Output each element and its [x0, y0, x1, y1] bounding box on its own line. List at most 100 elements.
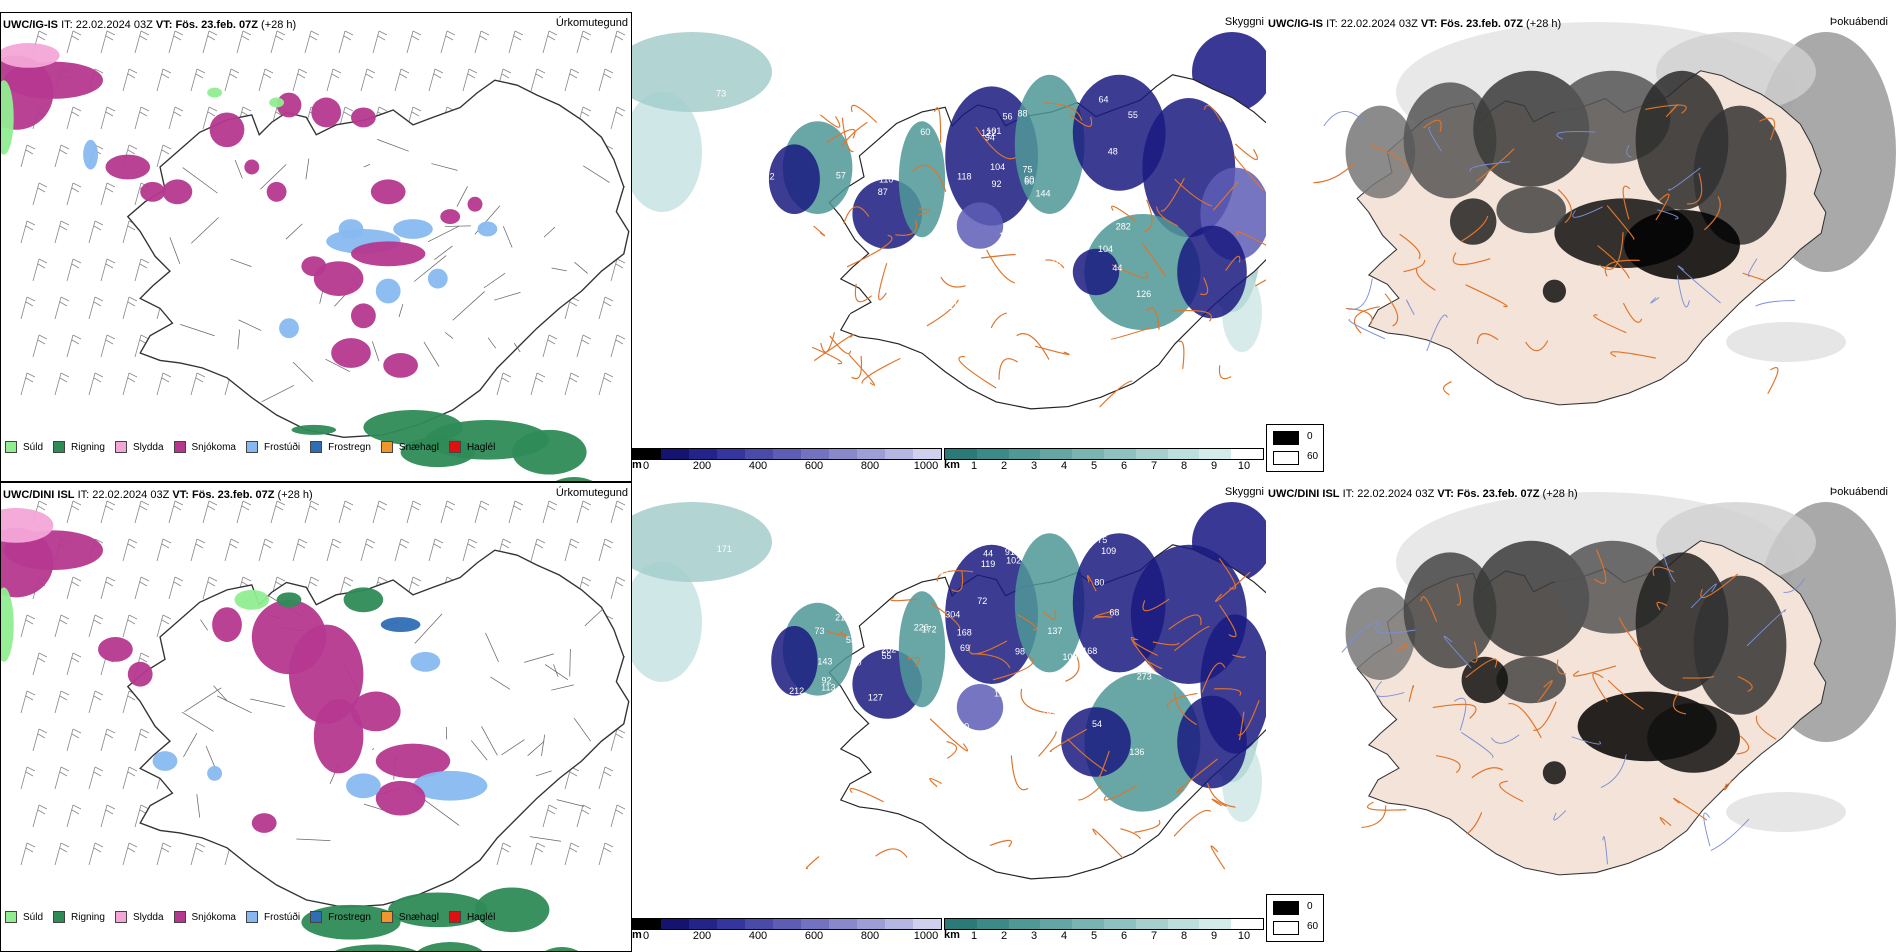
- ceiling-value-label: 143: [817, 656, 832, 666]
- ceiling-value-label: 171: [717, 544, 732, 554]
- ceiling-value-label: 68: [863, 557, 873, 567]
- ceiling-value-label: 104: [1098, 244, 1113, 254]
- tick-label: 800: [860, 460, 880, 472]
- ceiling-value-label: 168: [1082, 646, 1097, 656]
- colorbar-segment: [689, 449, 717, 459]
- ceiling-value-label: 74: [748, 123, 758, 133]
- ceiling-value-label: 158: [871, 96, 886, 106]
- fog-map[interactable]: [1266, 482, 1900, 952]
- colorbar-segment: [773, 919, 801, 929]
- ceiling-value-label: 68: [841, 307, 851, 317]
- ceiling-value-label: 75: [775, 615, 785, 625]
- ceiling-value-label: 54: [1092, 719, 1102, 729]
- tick-label: 9: [1210, 930, 1218, 942]
- colorbar-segment: [1167, 919, 1200, 929]
- legend-label: Frostúði: [263, 441, 301, 453]
- legend-swatch: [114, 911, 127, 923]
- ceiling-value-label: 207: [713, 613, 728, 623]
- ceiling-value-label: 82: [732, 232, 742, 242]
- legend-swatch: [245, 441, 258, 453]
- fog-panel: UWC/DINI ISL IT: 22.02.2024 03Z VT: Fös.…: [1266, 482, 1900, 952]
- ceiling-value-label: 158: [1050, 313, 1065, 323]
- precip-type-map[interactable]: [1, 483, 632, 952]
- legend-swatch: [380, 441, 393, 453]
- ceiling-value-label: 144: [1035, 188, 1050, 198]
- ceiling-value-label: 94: [1033, 521, 1043, 531]
- legend-label: Slydda: [132, 911, 164, 923]
- fog-legend-label: 0: [1307, 901, 1313, 912]
- legend-swatch: [448, 911, 461, 923]
- fog-map[interactable]: [1266, 12, 1900, 482]
- it-label: IT:: [1342, 488, 1355, 500]
- colorbar-segment: [913, 919, 941, 929]
- model-name: UWC/DINI ISL: [3, 489, 75, 501]
- legend-item: Haglél: [448, 911, 495, 923]
- legend-label: Rigning: [71, 911, 105, 923]
- colorbar-segment: [1040, 449, 1073, 459]
- ceiling-value-label: 60: [920, 127, 930, 137]
- fog-panel: UWC/IG-IS IT: 22.02.2024 03Z VT: Fös. 23…: [1266, 12, 1900, 482]
- fog-title: Þokuábendi: [1829, 16, 1888, 28]
- ceiling-value-label: 66: [790, 531, 800, 541]
- ceiling-value-label: 98: [1015, 646, 1025, 656]
- legend-swatch: [53, 441, 66, 453]
- ceiling-value-label: 92: [804, 81, 814, 91]
- colorbar-segment: [717, 919, 745, 929]
- ceiling-value-label: 85: [923, 63, 933, 73]
- ceiling-value-label: 301: [910, 96, 925, 106]
- fog-legend-swatch: [1273, 901, 1299, 915]
- colorbar-segment: [1103, 449, 1136, 459]
- ceiling-colorbar: [632, 918, 942, 930]
- ceiling-value-label: 113: [949, 301, 963, 311]
- fog-legend: 0 60: [1266, 894, 1324, 942]
- precip-type-title: Úrkomutegund: [555, 17, 628, 29]
- tick-label: 200: [692, 460, 712, 472]
- legend-item: Snæhagl: [380, 441, 439, 453]
- ceiling-value-label: 92: [992, 179, 1002, 189]
- ceiling-value-label: 109: [1101, 546, 1116, 556]
- colorbar-segment: [1040, 919, 1073, 929]
- ceiling-value-label: 48: [1108, 147, 1118, 157]
- tick-label: 6: [1120, 460, 1128, 472]
- legend-label: Snjókoma: [191, 441, 236, 453]
- ceiling-value-label: 115: [1034, 277, 1048, 287]
- ceiling-value-label: 55: [1128, 110, 1138, 120]
- it-label: IT:: [61, 19, 73, 31]
- lead-time: (+28 h): [1542, 488, 1578, 500]
- lead-time: (+28 h): [1526, 18, 1562, 30]
- ceiling-value-label: 73: [814, 626, 824, 636]
- legend-item: Frostúði: [245, 441, 301, 453]
- ceiling-value-label: 93: [969, 738, 979, 748]
- legend-swatch: [380, 911, 393, 923]
- precip-type-map[interactable]: [1, 13, 632, 482]
- legend-swatch: [5, 911, 17, 923]
- legend-swatch: [5, 441, 17, 453]
- precip-type-legend: Súld Rigning Slydda Snjókoma Frostúði Frostre…: [5, 437, 505, 457]
- legend-item: Frostregn: [310, 441, 371, 453]
- ceiling-value-label: 83: [938, 566, 948, 576]
- tick-label: 1000: [913, 930, 939, 942]
- visibility-ticks: 1 2 3 4 5 6 7 8 9 10: [944, 460, 1264, 474]
- ceiling-value-label: 122: [981, 128, 996, 138]
- visibility-ticks: 1 2 3 4 5 6 7 8 9 10: [944, 930, 1264, 944]
- run-header: UWC/DINI ISL IT: 22.02.2024 03Z VT: Fös.…: [3, 489, 313, 501]
- legend-item: Súld: [5, 441, 43, 453]
- ceiling-value-label: 109: [1063, 652, 1078, 662]
- visibility-title: Skyggni: [1224, 486, 1264, 498]
- colorbar-segment: [1199, 919, 1232, 929]
- visibility-panel: Skyggni 158 88 55 282 101 60 115 106 92 113 48 85 56 6…: [632, 12, 1266, 482]
- colorbar-segment: [1072, 919, 1104, 929]
- ceiling-value-label: 130: [1045, 296, 1060, 306]
- ceiling-value-label: 56: [853, 249, 863, 259]
- colorbar-segment: [976, 449, 1009, 459]
- legend-item: Snjókoma: [173, 441, 236, 453]
- ceiling-value-label: 68: [1109, 608, 1119, 618]
- ceiling-value-label: 282: [1116, 221, 1131, 231]
- legend-label: Frostregn: [328, 441, 371, 453]
- colorbar-segment: [885, 919, 913, 929]
- tick-label: 9: [1210, 460, 1218, 472]
- ceiling-value-label: 125: [954, 56, 969, 66]
- ceiling-value-label: 121: [994, 689, 1009, 699]
